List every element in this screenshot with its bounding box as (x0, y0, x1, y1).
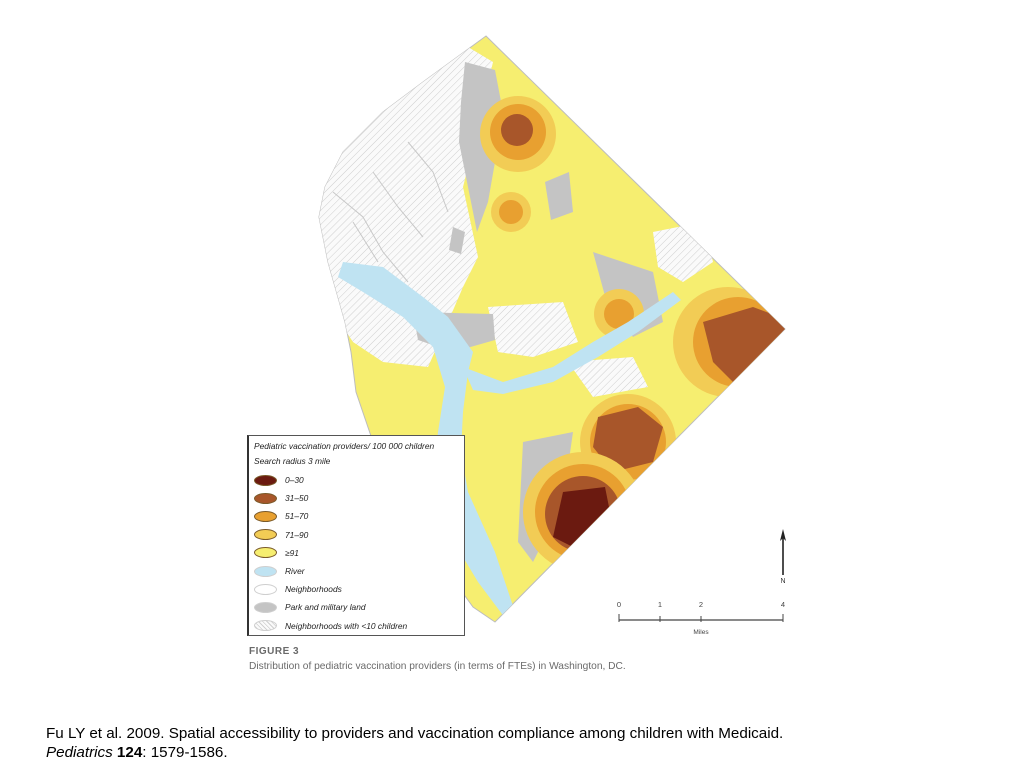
legend-label: Neighborhoods (285, 584, 342, 595)
legend-swatch (254, 620, 277, 632)
legend-item: Neighborhoods with <10 children (254, 619, 407, 633)
scale-tick-0: 0 (616, 600, 622, 609)
map-legend: Pediatric vaccination providers/ 100 000… (247, 435, 465, 636)
figure-label: FIGURE 3 (249, 646, 300, 657)
scale-bar: 0 1 2 4 Miles (613, 600, 793, 640)
legend-item: 71–90 (254, 528, 308, 542)
legend-label: ≥91 (285, 547, 299, 558)
legend-swatch (254, 474, 277, 486)
north-arrow-icon: N (780, 529, 786, 585)
potomac-river (338, 262, 515, 618)
legend-swatch (254, 583, 277, 595)
legend-label: 31–50 (285, 493, 309, 504)
north-label: N (780, 578, 785, 585)
legend-label: 0–30 (285, 475, 304, 485)
figure-panel: Pediatric vaccination providers/ 100 000… (233, 22, 810, 680)
scale-tick-4: 4 (780, 600, 786, 609)
legend-swatch (254, 601, 277, 613)
park-rock-creek (459, 62, 503, 232)
legend-swatch (254, 529, 277, 541)
citation: Fu LY et al. 2009. Spatial accessibility… (46, 724, 783, 762)
legend-item: 51–70 (254, 509, 308, 523)
legend-label: Park and military land (285, 602, 366, 613)
creek-lines (332, 141, 449, 283)
figure-caption: Distribution of pediatric vaccination pr… (249, 661, 626, 672)
legend-item: Neighborhoods (254, 582, 342, 596)
legend-item: ≥91 (254, 546, 299, 560)
legend-label: 51–70 (285, 511, 309, 522)
legend-title: Pediatric vaccination providers/ 100 000… (254, 441, 435, 451)
legend-label: 71–90 (285, 529, 309, 540)
anacostia-river (463, 292, 681, 394)
legend-item: 31–50 (254, 491, 308, 505)
hatched-south (568, 357, 648, 397)
density-northwest-small (491, 192, 531, 232)
density-upper-northwest (480, 96, 556, 172)
legend-item: 0–30 (254, 473, 304, 487)
legend-swatch (254, 547, 277, 559)
legend-subtitle: Search radius 3 mile (254, 456, 331, 466)
hatched-central (488, 302, 578, 357)
scale-tick-2: 2 (698, 600, 704, 609)
park-north (545, 172, 573, 220)
citation-line1: Fu LY et al. 2009. Spatial accessibility… (46, 725, 784, 742)
citation-journal: Pediatrics (46, 744, 113, 761)
legend-item: River (254, 564, 305, 578)
legend-label: Neighborhoods with <10 children (285, 620, 408, 631)
legend-swatch (254, 565, 277, 577)
scale-tick-1: 1 (657, 600, 663, 609)
legend-item: Park and military land (254, 600, 366, 614)
citation-line2: Pediatrics 124: 1579-1586. (46, 743, 783, 762)
citation-volume: 124 (116, 744, 143, 761)
citation-pages: : 1579-1586. (142, 744, 228, 761)
legend-label: River (285, 566, 305, 576)
density-east (673, 287, 785, 397)
legend-swatch (254, 510, 277, 522)
scale-bar-graphic (618, 614, 784, 622)
scale-units: Miles (693, 629, 709, 636)
park-northeast (449, 227, 465, 254)
legend-swatch (254, 492, 277, 504)
